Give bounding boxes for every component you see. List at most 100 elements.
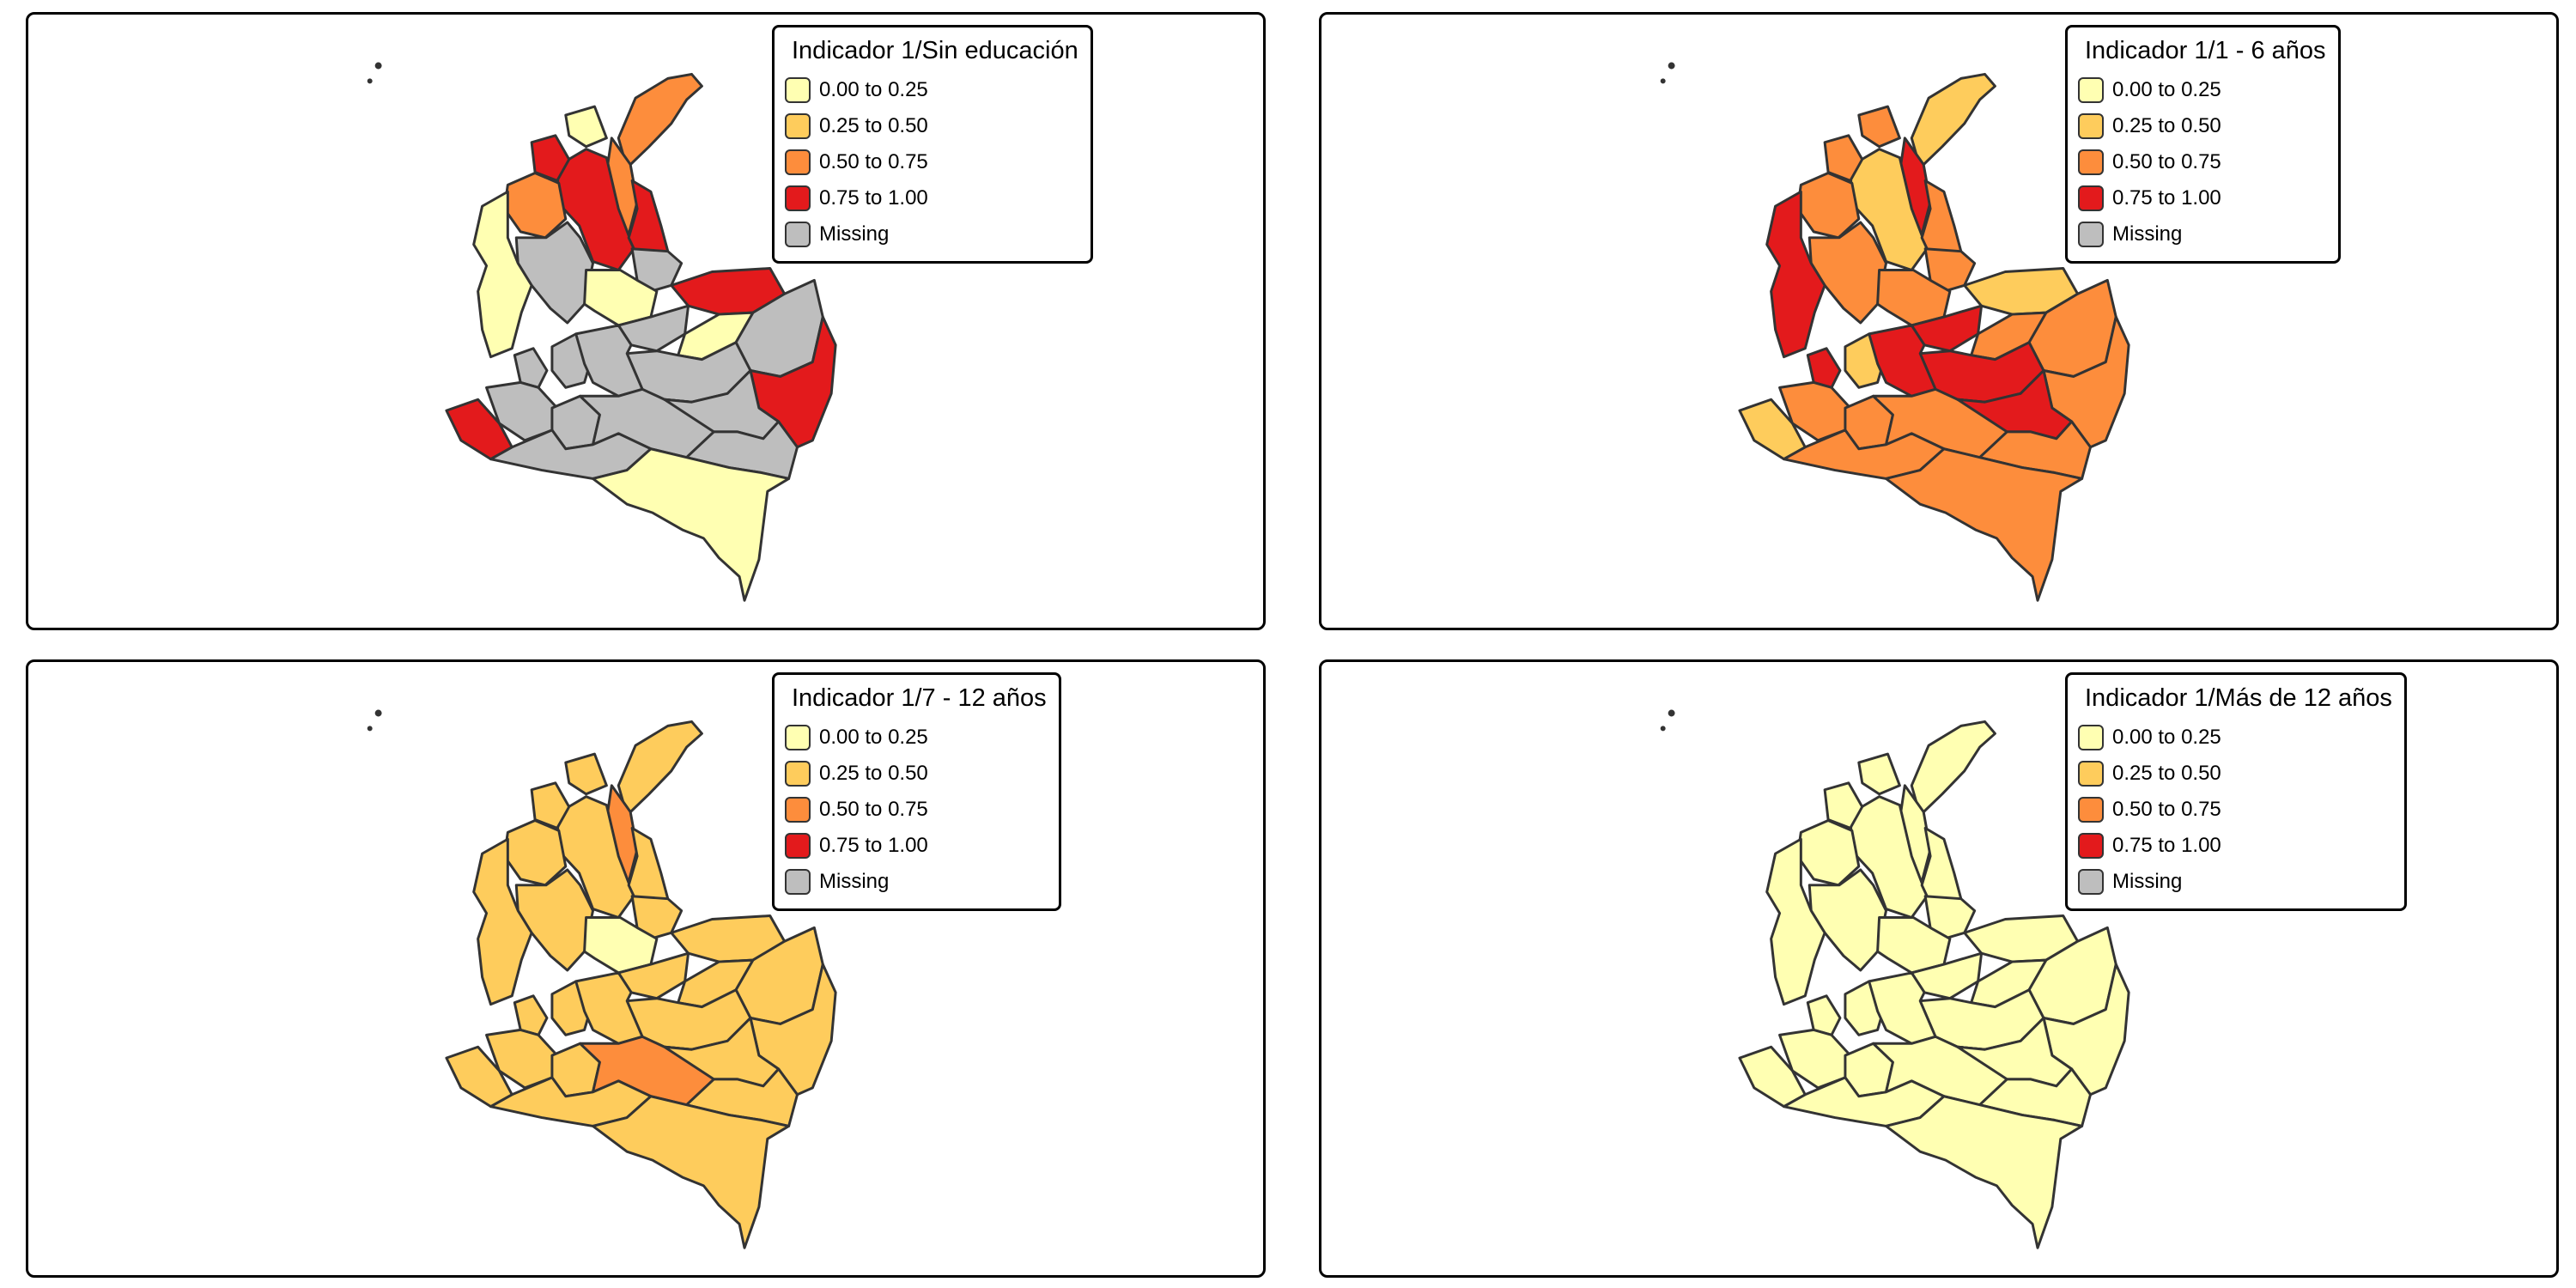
choropleth-map [1660, 62, 2130, 602]
department-regions [445, 720, 837, 1249]
legend-label: Missing [819, 222, 890, 246]
legend-label: 0.75 to 1.00 [819, 186, 928, 210]
legend-label: 0.25 to 0.50 [819, 114, 928, 137]
legend-title: Indicador 1/1 - 6 años [2085, 37, 2326, 64]
legend-label: Missing [2112, 870, 2183, 893]
department-cordoba [1795, 171, 1861, 240]
choropleth-map [1660, 709, 2130, 1249]
legend-item: 0.50 to 0.75 [785, 144, 1078, 180]
island-marker-2 [1660, 726, 1666, 732]
island-marker-1 [374, 709, 382, 717]
legend-swatch [785, 869, 811, 895]
department-choco [1765, 837, 1826, 1006]
department-regions [1738, 720, 2130, 1249]
legend-label: 0.25 to 0.50 [819, 762, 928, 785]
legend-item: 0.25 to 0.50 [785, 108, 1078, 144]
legend-item: 0.75 to 1.00 [2078, 828, 2392, 864]
legend-swatch [785, 797, 811, 823]
legend-label: 0.25 to 0.50 [2112, 114, 2221, 137]
legend-swatch [785, 77, 811, 103]
map-legend: Indicador 1/Sin educación 0.00 to 0.25 0.… [772, 25, 1093, 264]
legend-title: Indicador 1/Sin educación [792, 37, 1078, 64]
choropleth-map [367, 62, 837, 602]
legend-item: 0.25 to 0.50 [2078, 756, 2392, 792]
legend-swatch [785, 113, 811, 139]
department-sucre [1823, 134, 1864, 182]
legend-item: Missing [2078, 864, 2392, 900]
legend-item: 0.00 to 0.25 [785, 72, 1078, 108]
department-sucre [530, 781, 571, 829]
legend-label: 0.75 to 1.00 [819, 834, 928, 857]
legend-swatch [785, 222, 811, 247]
department-cordoba [502, 171, 568, 240]
map-legend: Indicador 1/Más de 12 años 0.00 to 0.25 0… [2065, 672, 2407, 911]
department-bolivar [556, 148, 635, 271]
legend-item: 0.75 to 1.00 [2078, 180, 2326, 216]
map-panel-7-12-anos: Indicador 1/7 - 12 años 0.00 to 0.25 0.25… [26, 659, 1266, 1278]
department-sucre [1823, 781, 1864, 829]
san-andres-islands [1660, 709, 1675, 732]
san-andres-islands [367, 62, 382, 84]
department-atlantico [564, 752, 608, 796]
department-antioquia [1807, 221, 1888, 325]
legend-swatch [785, 833, 811, 859]
department-guajira [617, 72, 703, 169]
legend-swatch [2078, 761, 2104, 787]
department-bolivar [556, 795, 635, 919]
legend-swatch [2078, 797, 2104, 823]
legend-swatch [785, 149, 811, 175]
choropleth-map [367, 709, 837, 1249]
legend-label: 0.00 to 0.25 [2112, 726, 2221, 749]
department-valle [513, 347, 549, 389]
legend-swatch [2078, 725, 2104, 750]
legend-swatch [2078, 833, 2104, 859]
legend-title: Indicador 1/7 - 12 años [792, 684, 1047, 712]
legend-swatch [785, 761, 811, 787]
legend-item: 0.50 to 0.75 [2078, 144, 2326, 180]
island-marker-1 [1668, 62, 1675, 70]
legend-item: 0.00 to 0.25 [2078, 72, 2326, 108]
legend-item: 0.75 to 1.00 [785, 180, 1078, 216]
legend-label: Missing [2112, 222, 2183, 246]
department-regions [445, 72, 837, 602]
san-andres-islands [1660, 62, 1675, 84]
map-panel-sin-educacion: Indicador 1/Sin educación 0.00 to 0.25 0.… [26, 12, 1266, 630]
department-regions [1738, 72, 2130, 602]
department-cordoba [502, 818, 568, 887]
department-amazonas [1885, 447, 2084, 602]
department-cordoba [1795, 818, 1861, 887]
legend-label: 0.00 to 0.25 [819, 78, 928, 101]
legend-label: 0.75 to 1.00 [2112, 834, 2221, 857]
department-antioquia [514, 868, 595, 972]
legend-items: 0.00 to 0.25 0.25 to 0.50 0.50 to 0.75 0.75… [2078, 720, 2392, 900]
legend-item: 0.25 to 0.50 [2078, 108, 2326, 144]
map-panel-1-6-anos: Indicador 1/1 - 6 años 0.00 to 0.25 0.25 … [1319, 12, 2559, 630]
department-sucre [530, 134, 571, 182]
legend-label: Missing [819, 870, 890, 893]
department-choco [1765, 190, 1826, 359]
legend-swatch [2078, 149, 2104, 175]
legend-swatch [2078, 113, 2104, 139]
legend-label: 0.50 to 0.75 [819, 798, 928, 821]
department-guajira [1910, 720, 1996, 817]
department-bolivar [1849, 795, 1929, 919]
legend-swatch [2078, 77, 2104, 103]
department-guajira [617, 720, 703, 817]
department-valle [1806, 994, 1842, 1036]
legend-swatch [2078, 869, 2104, 895]
department-guajira [1910, 72, 1996, 169]
island-marker-1 [1668, 709, 1675, 717]
map-panel-mas-de-12-anos: Indicador 1/Más de 12 años 0.00 to 0.25 0… [1319, 659, 2559, 1278]
department-choco [472, 190, 533, 359]
legend-swatch [2078, 222, 2104, 247]
department-amazonas [592, 447, 791, 602]
department-antioquia [514, 221, 595, 325]
island-marker-2 [367, 726, 373, 732]
legend-item: Missing [785, 216, 1078, 252]
legend-label: 0.25 to 0.50 [2112, 762, 2221, 785]
legend-label: 0.50 to 0.75 [2112, 798, 2221, 821]
map-legend: Indicador 1/7 - 12 años 0.00 to 0.25 0.25… [772, 672, 1061, 911]
legend-items: 0.00 to 0.25 0.25 to 0.50 0.50 to 0.75 0.75… [2078, 72, 2326, 252]
department-atlantico [564, 105, 608, 149]
department-bolivar [1849, 148, 1929, 271]
